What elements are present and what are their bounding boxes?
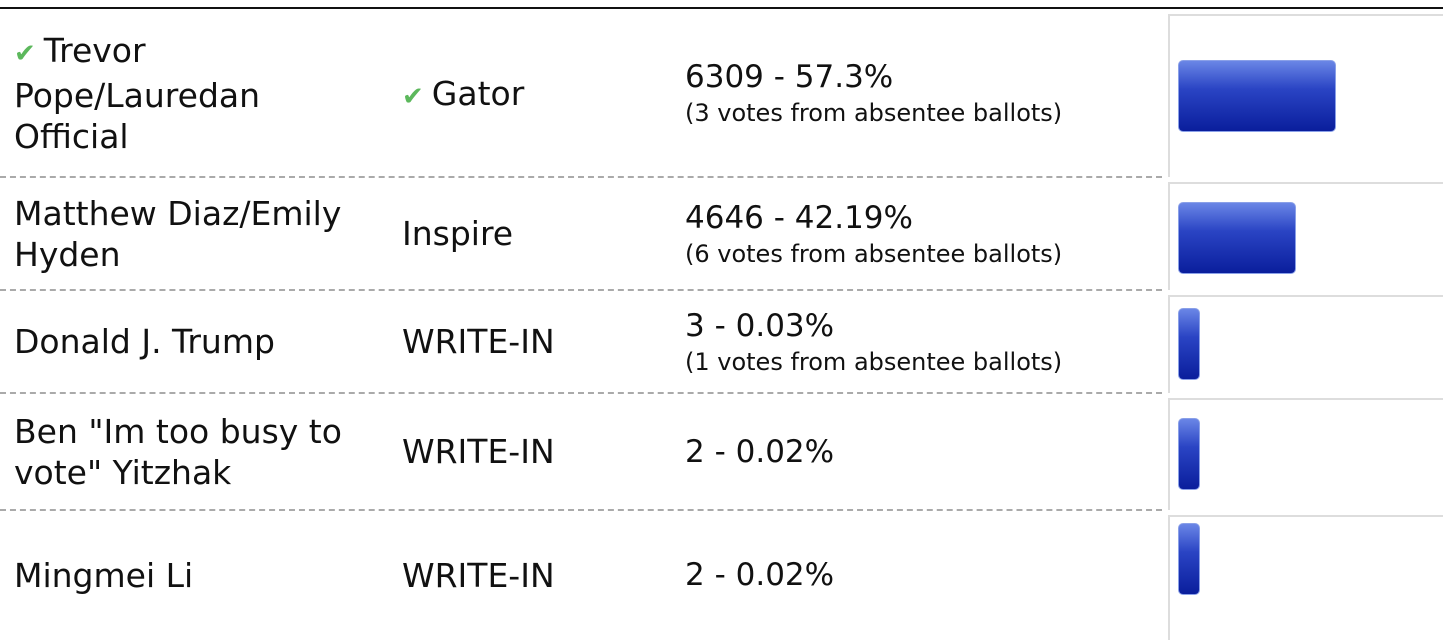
candidate-text: Mingmei Li [14,555,194,595]
row-separator [0,176,1162,178]
bar-cell [1168,398,1443,510]
party-name: WRITE-IN [402,555,555,595]
check-icon: ✔ [14,38,36,69]
party-cell: WRITE-IN [402,393,662,510]
candidate-cell: Ben "Im too busy to vote" Yitzhak [14,393,354,510]
candidate-name: Matthew Diaz/Emily Hyden [14,193,354,275]
vote-count: 6309 - 57.3% [685,59,894,95]
candidate-name: ✔ Trevor Pope/Lauredan Official [14,30,354,157]
candidate-name: Ben "Im too busy to vote" Yitzhak [14,411,354,493]
party-cell: ✔ Gator [402,9,662,177]
vote-bar [1178,202,1296,274]
vote-count: 2 - 0.02% [685,557,835,593]
candidate-text: Ben "Im too busy to vote" Yitzhak [14,411,342,492]
page: ✔ Trevor Pope/Lauredan Official ✔ Gator 6309… [0,7,1443,640]
absentee-note: (1 votes from absentee ballots) [685,347,1063,376]
party-name: WRITE-IN [402,322,555,361]
candidate-text: Trevor Pope/Lauredan Official [14,30,261,156]
result-cell: 2 - 0.02% [685,393,1155,510]
party-name: Gator [431,73,525,113]
result-row: Mingmei Li WRITE-IN 2 - 0.02% [0,509,1443,640]
candidate-cell: Mingmei Li [14,510,354,640]
result-cell: 2 - 0.02% [685,510,1155,640]
row-separator [0,509,1162,511]
result-cell: 3 - 0.03% (1 votes from absentee ballots) [685,290,1155,393]
result-row: ✔ Trevor Pope/Lauredan Official ✔ Gator 6309… [0,9,1443,177]
candidate-name: Donald J. Trump [14,321,275,362]
party-name: Inspire [402,214,514,253]
candidate-name: Mingmei Li [14,555,193,596]
candidate-text: Matthew Diaz/Emily Hyden [14,193,342,274]
party-cell: WRITE-IN [402,510,662,640]
vote-count: 2 - 0.02% [685,433,835,470]
bar-cell [1168,515,1443,640]
row-separator [0,289,1162,291]
vote-count: 4646 - 42.19% [685,199,913,236]
bar-cell [1168,295,1443,393]
candidate-cell: ✔ Trevor Pope/Lauredan Official [14,9,354,177]
bar-cell [1168,14,1443,177]
candidate-text: Donald J. Trump [14,322,275,361]
result-cell: 6309 - 57.3% (3 votes from absentee ballo… [685,9,1155,177]
vote-bar [1178,308,1200,380]
bar-cell [1168,182,1443,290]
vote-count: 3 - 0.03% [685,307,835,344]
top-border [0,7,1443,9]
absentee-note: (3 votes from absentee ballots) [685,99,1063,127]
candidate-cell: Matthew Diaz/Emily Hyden [14,177,354,290]
result-cell: 4646 - 42.19% (6 votes from absentee ball… [685,177,1155,290]
vote-bar [1178,523,1200,595]
vote-bar [1178,418,1200,490]
row-separator [0,392,1162,394]
candidate-cell: Donald J. Trump [14,290,354,393]
result-row: Ben "Im too busy to vote" Yitzhak WRITE-I… [0,392,1443,510]
result-row: Matthew Diaz/Emily Hyden Inspire 4646 - 42… [0,176,1443,290]
check-icon: ✔ [402,81,424,112]
party-cell: WRITE-IN [402,290,662,393]
party-cell: Inspire [402,177,662,290]
party-name: WRITE-IN [402,432,555,471]
absentee-note: (6 votes from absentee ballots) [685,239,1063,268]
result-row: Donald J. Trump WRITE-IN 3 - 0.03% (1 votes… [0,289,1443,393]
vote-bar [1178,60,1336,132]
